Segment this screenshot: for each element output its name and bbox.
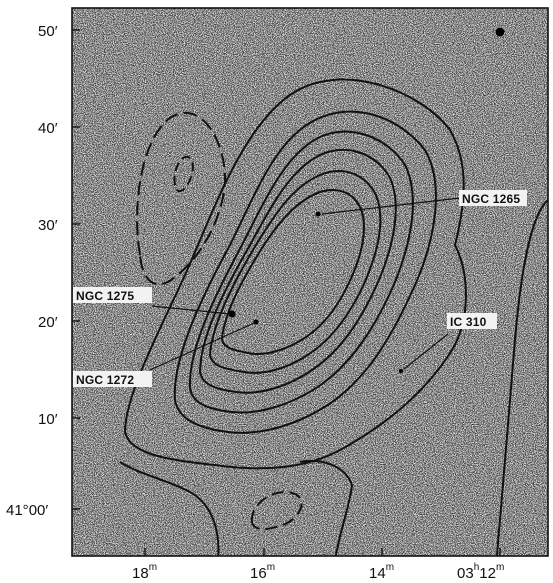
ngc1265-label: NGC 1265 [462, 192, 520, 206]
ngc1275-marker [228, 310, 236, 318]
negative-contour-west-inner [173, 155, 194, 193]
ngc1265-marker [315, 211, 321, 217]
x-axis-labels: 18m 16m 14m 03h12m [132, 562, 504, 582]
ngc1272-label: NGC 1272 [76, 373, 134, 387]
ic310-pointer [403, 333, 449, 370]
contour-level-1 [123, 78, 467, 470]
ic310-label: IC 310 [450, 315, 487, 329]
ic310-marker [399, 369, 403, 373]
negative-contour-south [250, 491, 303, 530]
contour-level-2 [173, 110, 437, 434]
x-label-03h12: 03h12m [457, 562, 504, 582]
y-axis-labels: 50′ 40′ 30′ 20′ 10′ 41°00′ [6, 23, 58, 519]
y-label-00: 41°00′ [6, 502, 48, 519]
ngc1275-label: NGC 1275 [76, 289, 134, 303]
y-label-40: 40′ [38, 120, 58, 137]
x-label-16: 16m [250, 562, 275, 582]
ngc1272-label-bg [73, 371, 152, 387]
ngc1265-label-bg [459, 190, 527, 206]
contour-level-3 [188, 130, 414, 414]
ngc1272-pointer [149, 322, 255, 371]
x-label-14: 14m [369, 562, 394, 582]
bright-star [495, 27, 505, 37]
ngc1272-marker [253, 319, 259, 325]
x-label-18: 18m [132, 562, 157, 582]
open-contour-south [119, 461, 220, 556]
ngc1275-pointer [151, 305, 231, 315]
y-label-20: 20′ [38, 314, 58, 331]
plot-frame [71, 7, 549, 557]
contour-level-4 [198, 148, 397, 394]
open-contour-south-2 [299, 459, 354, 556]
ngc1265-pointer [321, 197, 461, 215]
y-label-50: 50′ [38, 23, 58, 40]
contour-level-6 [220, 189, 366, 355]
open-contour-east [496, 199, 548, 556]
negative-contour-west [136, 111, 227, 285]
y-label-30: 30′ [38, 217, 58, 234]
contour-level-5 [208, 170, 382, 374]
ic310-label-bg [447, 313, 497, 329]
y-label-10: 10′ [38, 411, 58, 428]
ngc1275-label-bg [73, 287, 152, 303]
